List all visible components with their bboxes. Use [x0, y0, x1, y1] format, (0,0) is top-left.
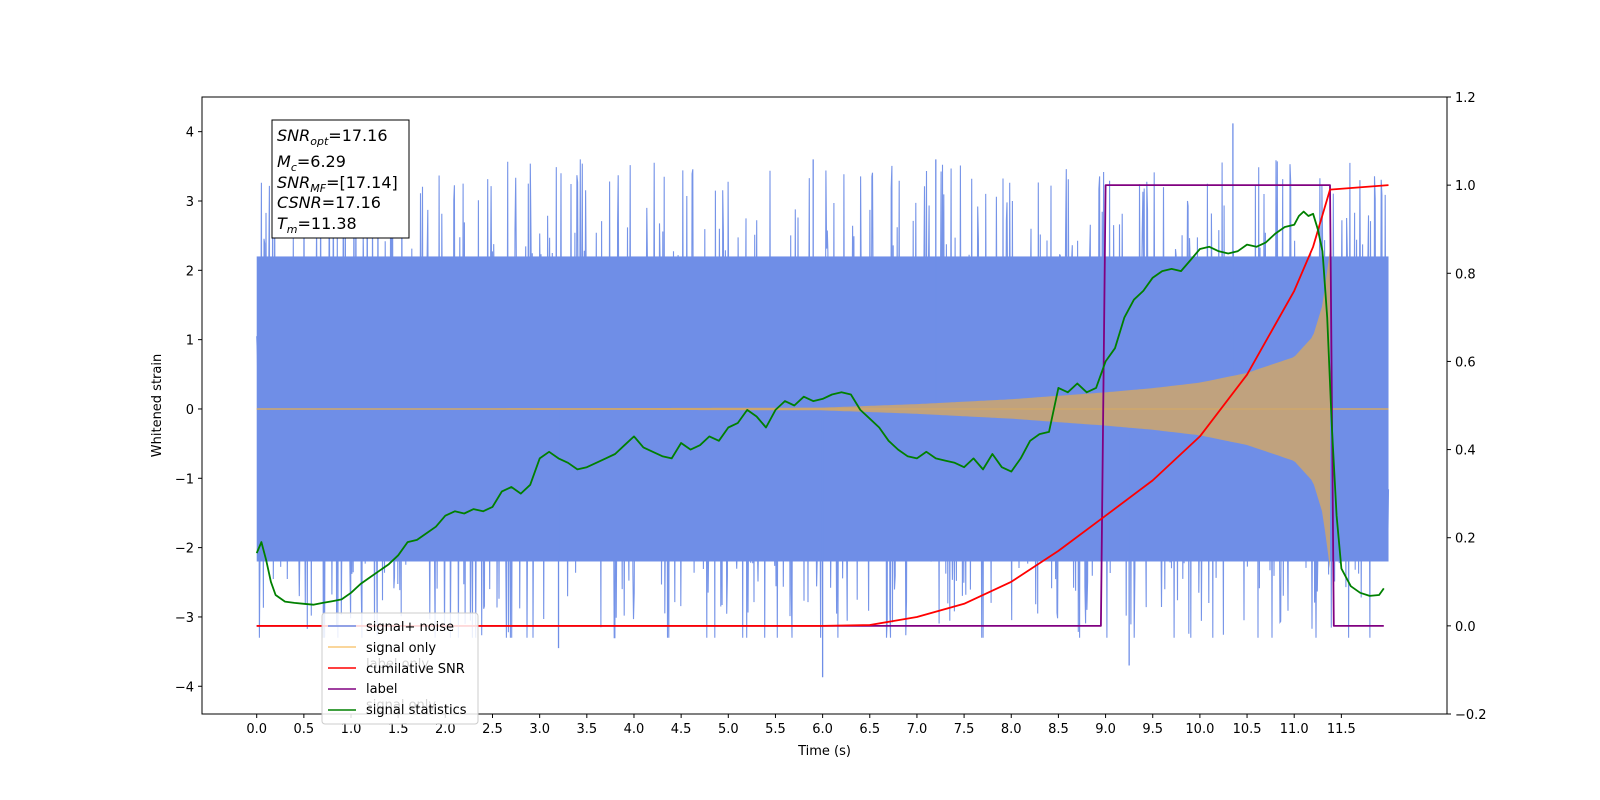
legend-item-label: label — [366, 682, 397, 697]
y-axis-ticks: 4 3 2 1 0 −1 −2 −3 −4 — [175, 126, 202, 695]
series-label — [256, 184, 1384, 627]
legend-item-signal: signal only — [366, 641, 436, 656]
x-tick-label: 2.5 — [482, 722, 503, 737]
y-axis-label: Whitened strain — [150, 354, 165, 457]
x-tick-label: 7.5 — [954, 722, 975, 737]
x-tick-label: 0.0 — [246, 722, 267, 737]
y-tick-label: 1 — [186, 334, 194, 349]
x-tick-label: 11.0 — [1280, 722, 1309, 737]
x-tick-label: 0.5 — [294, 722, 315, 737]
y-tick-label: 2 — [186, 264, 194, 279]
series-signal-statistics — [255, 210, 1385, 606]
x-tick-label: 3.0 — [529, 722, 550, 737]
x-tick-label: 10.5 — [1233, 722, 1262, 737]
y2-axis-ticks: 1.2 1.0 0.8 0.6 0.4 0.2 0.0 −0.2 — [1447, 91, 1487, 723]
x-tick-label: 9.5 — [1142, 722, 1163, 737]
info-csnr: CSNR=17.16 — [277, 193, 381, 212]
legend: label only signal only signal+ noise sig… — [321, 612, 479, 725]
x-tick-label: 11.5 — [1327, 722, 1356, 737]
x-tick-label: 1.5 — [388, 722, 409, 737]
x-tick-label: 7.0 — [907, 722, 928, 737]
legend-ghost-signal-only: signal only — [366, 698, 436, 713]
y2-tick-label: 0.4 — [1455, 444, 1476, 459]
info-snr-opt: SNRopt=17.16 — [277, 126, 388, 148]
legend-item-stats: signal statistics — [366, 703, 467, 718]
y2-tick-label: 0.8 — [1455, 267, 1476, 282]
x-tick-label: 2.0 — [435, 722, 456, 737]
y2-tick-label: 1.2 — [1455, 91, 1476, 106]
x-tick-label: 1.0 — [341, 722, 362, 737]
y-tick-label: 3 — [186, 195, 194, 210]
y2-tick-label: −0.2 — [1455, 708, 1487, 723]
line-series-layer — [255, 184, 1389, 627]
legend-ghost-label-only: label only — [366, 657, 429, 672]
x-tick-label: 6.0 — [812, 722, 833, 737]
info-mc: Mc=6.29 — [277, 152, 346, 174]
x-tick-label: 6.5 — [859, 722, 880, 737]
info-snr-mf: SNRMF=[17.14] — [277, 173, 398, 195]
legend-item-cumsnr: cumilative SNR — [366, 662, 465, 677]
x-tick-label: 4.5 — [671, 722, 692, 737]
legend-item-noise: signal+ noise — [366, 620, 454, 635]
plot-frame — [201, 96, 1448, 715]
y2-tick-label: 0.6 — [1455, 355, 1476, 370]
y2-tick-label: 1.0 — [1455, 179, 1476, 194]
x-tick-label: 8.5 — [1048, 722, 1069, 737]
series-cumulative-snr — [256, 184, 1389, 627]
x-tick-label: 5.5 — [765, 722, 786, 737]
x-tick-label: 4.0 — [624, 722, 645, 737]
y-tick-label: −1 — [175, 472, 194, 487]
x-tick-label: 3.5 — [576, 722, 597, 737]
y-tick-label: −2 — [175, 542, 194, 557]
y2-tick-label: 0.2 — [1455, 532, 1476, 547]
y-tick-label: 0 — [186, 403, 194, 418]
y-tick-label: −4 — [175, 680, 194, 695]
info-box: SNRopt=17.16 Mc=6.29 SNRMF=[17.14] CSNR=… — [271, 119, 410, 239]
x-tick-label: 10.0 — [1185, 722, 1214, 737]
x-axis-label: Time (s) — [797, 744, 851, 759]
x-tick-label: 5.0 — [718, 722, 739, 737]
signal-series-layer — [256, 249, 1389, 569]
x-tick-label: 8.0 — [1001, 722, 1022, 737]
y2-tick-label: 0.0 — [1455, 620, 1476, 635]
info-tm: Tm=11.38 — [277, 214, 357, 236]
y-tick-label: −3 — [175, 611, 194, 626]
x-axis-ticks: 0.0 0.5 1.0 1.5 2.0 2.5 3.0 3.5 4.0 4.5 5.0 5.5 6.0 6… — [246, 714, 1356, 737]
x-tick-label: 9.0 — [1095, 722, 1116, 737]
y-tick-label: 4 — [186, 126, 194, 141]
